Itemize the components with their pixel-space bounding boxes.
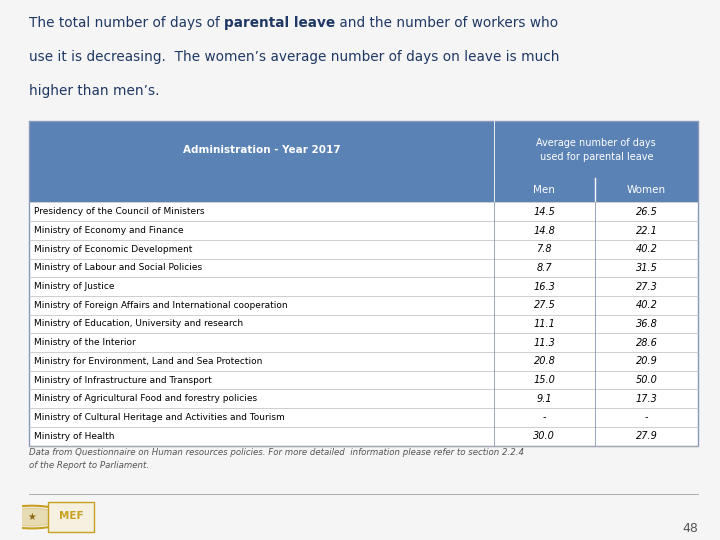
Text: -: - xyxy=(644,413,648,422)
Text: ★: ★ xyxy=(27,512,36,522)
Text: 8.7: 8.7 xyxy=(536,263,552,273)
FancyBboxPatch shape xyxy=(29,408,698,427)
FancyBboxPatch shape xyxy=(29,333,698,352)
Text: Ministry for Environment, Land and Sea Protection: Ministry for Environment, Land and Sea P… xyxy=(34,357,263,366)
Text: Average number of days
used for parental leave: Average number of days used for parental… xyxy=(536,138,656,162)
Text: 50.0: 50.0 xyxy=(636,375,657,385)
Text: 31.5: 31.5 xyxy=(636,263,657,273)
Text: Ministry of Economy and Finance: Ministry of Economy and Finance xyxy=(34,226,184,235)
Text: Ministry of the Interior: Ministry of the Interior xyxy=(34,338,136,347)
FancyBboxPatch shape xyxy=(494,178,698,202)
Text: Data from Questionnaire on Human resources policies. For more detailed  informat: Data from Questionnaire on Human resourc… xyxy=(29,448,523,470)
Text: Ministry of Health: Ministry of Health xyxy=(34,431,114,441)
Text: parental leave: parental leave xyxy=(224,16,335,30)
FancyBboxPatch shape xyxy=(29,240,698,259)
Text: 27.3: 27.3 xyxy=(636,282,657,292)
FancyBboxPatch shape xyxy=(29,296,698,315)
Text: 9.1: 9.1 xyxy=(536,394,552,404)
Text: 27.9: 27.9 xyxy=(636,431,657,441)
Text: Ministry of Justice: Ministry of Justice xyxy=(34,282,114,291)
Text: higher than men’s.: higher than men’s. xyxy=(29,84,159,98)
Text: Ministry of Labour and Social Policies: Ministry of Labour and Social Policies xyxy=(34,264,202,272)
Text: 20.8: 20.8 xyxy=(534,356,555,366)
FancyBboxPatch shape xyxy=(29,277,698,296)
Circle shape xyxy=(4,508,60,526)
Text: 14.5: 14.5 xyxy=(534,207,555,217)
Text: use it is decreasing.  The women’s average number of days on leave is much: use it is decreasing. The women’s averag… xyxy=(29,50,559,64)
Text: The total number of days of: The total number of days of xyxy=(29,16,224,30)
Text: 40.2: 40.2 xyxy=(636,300,657,310)
FancyBboxPatch shape xyxy=(29,371,698,389)
Text: Administration - Year 2017: Administration - Year 2017 xyxy=(183,145,341,155)
Text: Ministry of Economic Development: Ministry of Economic Development xyxy=(34,245,192,254)
Text: 7.8: 7.8 xyxy=(536,244,552,254)
Text: 11.3: 11.3 xyxy=(534,338,555,348)
Text: Ministry of Infrastructure and Transport: Ministry of Infrastructure and Transport xyxy=(34,376,212,384)
Text: 40.2: 40.2 xyxy=(636,244,657,254)
Text: 28.6: 28.6 xyxy=(636,338,657,348)
FancyBboxPatch shape xyxy=(29,352,698,371)
FancyBboxPatch shape xyxy=(48,502,94,532)
Text: -: - xyxy=(543,413,546,422)
Text: 15.0: 15.0 xyxy=(534,375,555,385)
Text: Men: Men xyxy=(534,185,555,195)
Text: Ministry of Cultural Heritage and Activities and Tourism: Ministry of Cultural Heritage and Activi… xyxy=(34,413,285,422)
Text: 48: 48 xyxy=(683,522,698,535)
Text: 11.1: 11.1 xyxy=(534,319,555,329)
Text: 27.5: 27.5 xyxy=(534,300,555,310)
Text: 16.3: 16.3 xyxy=(534,282,555,292)
Text: 30.0: 30.0 xyxy=(534,431,555,441)
Text: Ministry of Education, University and research: Ministry of Education, University and re… xyxy=(34,320,243,328)
FancyBboxPatch shape xyxy=(29,178,494,202)
Text: 22.1: 22.1 xyxy=(636,226,657,235)
FancyBboxPatch shape xyxy=(29,259,698,277)
FancyBboxPatch shape xyxy=(29,202,698,221)
Text: 26.5: 26.5 xyxy=(636,207,657,217)
FancyBboxPatch shape xyxy=(29,427,698,446)
Text: MEF: MEF xyxy=(58,511,84,521)
Text: 14.8: 14.8 xyxy=(534,226,555,235)
Text: Presidency of the Council of Ministers: Presidency of the Council of Ministers xyxy=(34,207,204,217)
FancyBboxPatch shape xyxy=(29,315,698,333)
Text: 36.8: 36.8 xyxy=(636,319,657,329)
FancyBboxPatch shape xyxy=(29,122,698,178)
Text: Women: Women xyxy=(627,185,666,195)
Text: 20.9: 20.9 xyxy=(636,356,657,366)
FancyBboxPatch shape xyxy=(29,389,698,408)
Text: Ministry of Foreign Affairs and International cooperation: Ministry of Foreign Affairs and Internat… xyxy=(34,301,288,310)
FancyBboxPatch shape xyxy=(29,221,698,240)
Text: and the number of workers who: and the number of workers who xyxy=(335,16,558,30)
Text: Ministry of Agricultural Food and forestry policies: Ministry of Agricultural Food and forest… xyxy=(34,394,257,403)
Text: 17.3: 17.3 xyxy=(636,394,657,404)
